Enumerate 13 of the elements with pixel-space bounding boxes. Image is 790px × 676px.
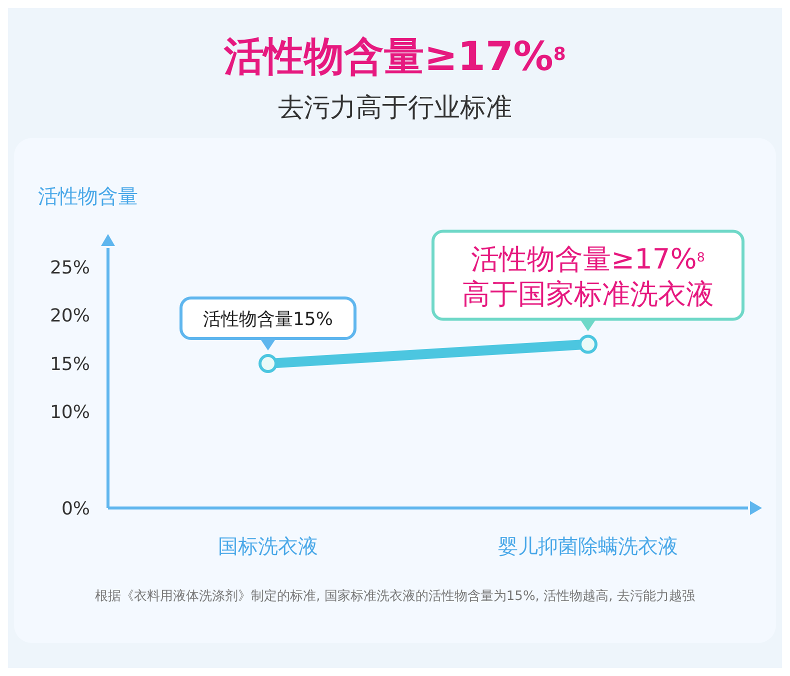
- x-tick-label: 国标洗衣液: [218, 534, 318, 558]
- x-tick-label: 婴儿抑菌除螨洗衣液: [498, 534, 678, 558]
- y-tick-label: 10%: [50, 402, 90, 424]
- chart-title: 活性物含量≥17%$^{8}$: [223, 34, 566, 80]
- y-tick-label: 25%: [50, 258, 90, 279]
- y-axis-title: 活性物含量: [38, 184, 138, 208]
- annotation: 活性物含量≥17%$^{8}$ 高于国家标准洗衣液: [462, 242, 714, 310]
- annotation: 活性物含量15%: [202, 309, 334, 330]
- text: 根据《衣料用液体洗涤剂》制定的标准, 国家标准洗衣液的活性物含量为15%, 活性物越高, 去污能力越强: [95, 588, 695, 604]
- y-tick-label: 15%: [50, 354, 90, 375]
- y-tick-label: 0%: [61, 498, 90, 520]
- y-tick-label: 20%: [50, 306, 90, 327]
- chart-subtitle: 去污力高于行业标准: [278, 93, 512, 123]
